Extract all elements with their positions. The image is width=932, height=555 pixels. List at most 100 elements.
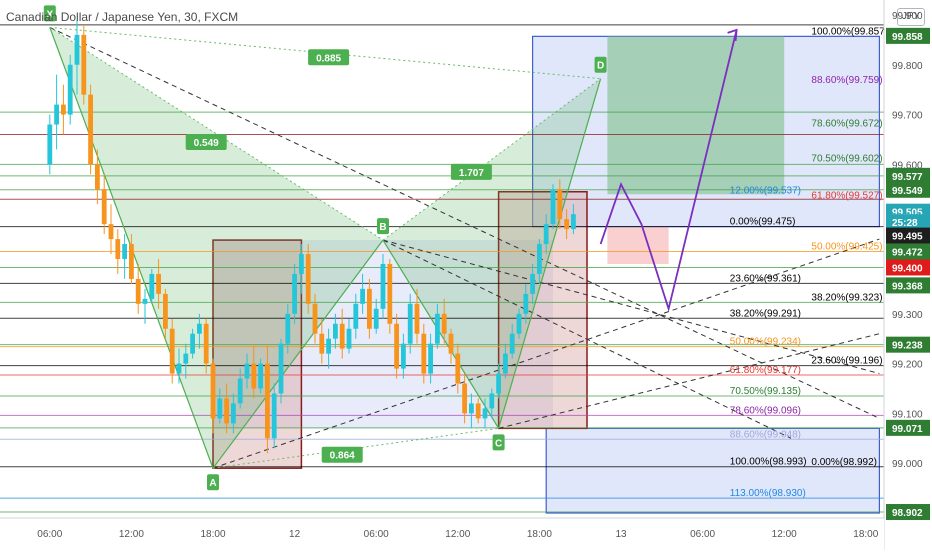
candle-body [279,344,284,394]
x-tick-label: 12:00 [445,529,470,540]
fib-label-left: 113.00%(98.930) [730,488,806,499]
candle-body [217,398,222,418]
candle-body [428,344,433,374]
fib-label-right: 100.00%(99.857) [811,26,888,37]
candle-body [455,354,460,384]
fib-label-mini: 12.00%(99.537) [730,186,801,197]
fib-label-left: 61.80%(99.177) [730,365,801,376]
fib-label-right: 61.80%(99.527) [811,191,882,202]
fib-label-left: 70.50%(99.135) [730,386,801,397]
y-tick-label: 99.100 [892,409,923,420]
candle-body [401,344,406,369]
fib-label-right: 0.00%(98.992) [811,457,877,468]
pattern-point-a: A [209,478,216,489]
price-tag-label: 25:28 [892,218,918,229]
pattern-point-c: C [495,438,502,449]
fib-label-mini: 0.00%(99.475) [730,217,796,228]
fib-label-left: 78.60%(99.096) [730,405,801,416]
candle-body [469,403,474,413]
candle-body [537,244,542,274]
candle-body [449,334,454,354]
x-tick-label: 18:00 [853,529,878,540]
x-tick-label: 06:00 [364,529,389,540]
candle-body [476,403,481,418]
candle-body [347,329,352,349]
candle-body [136,279,141,304]
candle-body [381,264,386,309]
candle-body [394,324,399,369]
y-tick-label: 99.800 [892,61,923,72]
price-tag-label: 99.472 [892,248,923,259]
candle-body [489,393,494,408]
y-tick-label: 99.300 [892,310,923,321]
price-tag-label: 99.071 [892,424,923,435]
y-tick-label: 99.200 [892,360,923,371]
profit-zone-box [607,36,784,194]
candle-body [245,364,250,379]
candle-body [557,189,562,219]
candle-body [517,314,522,334]
price-tag-label: 99.577 [892,172,923,183]
candle-body [353,304,358,329]
candle-body [496,374,501,394]
fib-label-right: 23.60%(99.196) [811,356,882,367]
currency-badge[interactable]: JPY [897,8,925,26]
candle-body [333,324,338,339]
candle-body [95,164,100,189]
candle-body [163,294,168,329]
candle-body [251,364,256,389]
candle-body [183,354,188,364]
candle-body [571,214,576,229]
x-tick-label: 12:00 [119,529,144,540]
fib-label-left: 50.00%(99.234) [730,337,801,348]
pattern-point-d: D [597,61,604,72]
candle-body [421,334,426,374]
candle-body [231,403,236,423]
price-tag-label: 99.858 [892,32,923,43]
symbol-title: Canadian Dollar / Japanese Yen, 30, FXCM [6,10,238,24]
candle-body [122,244,127,259]
candle-body [435,314,440,344]
fib-label-right: 70.50%(99.602) [811,153,882,164]
candle-body [61,105,66,115]
price-tag-label: 99.549 [892,186,923,197]
candle-body [319,334,324,354]
candle-body [415,304,420,334]
ratio-label: 0.549 [194,138,219,149]
candle-body [204,324,209,364]
candle-body [211,364,216,419]
x-tick-label: 06:00 [690,529,715,540]
fib-label-right: 50.00%(99.425) [811,242,882,253]
candle-body [143,299,148,304]
candle-body [88,95,93,165]
candle-body [47,125,52,165]
lower-zone-box [546,428,879,513]
fib-label-right: 38.20%(99.323) [811,292,882,303]
fib-label-left: 23.60%(99.361) [730,273,801,284]
candle-body [551,189,556,224]
candle-body [564,219,569,229]
candle-body [292,274,297,314]
fib-label-left: 100.00%(98.993) [730,457,807,468]
candle-body [544,224,549,244]
candle-body [360,289,365,304]
ratio-label: 0.885 [316,53,341,64]
candle-body [340,324,345,349]
x-tick-label: 18:00 [527,529,552,540]
y-tick-label: 99.700 [892,111,923,122]
candle-body [408,304,413,344]
candle-body [367,289,372,329]
candle-body [68,65,73,115]
candle-body [129,244,134,279]
fib-label-left: 38.20%(99.291) [730,308,801,319]
x-tick-label: 18:00 [200,529,225,540]
candle-body [503,354,508,374]
candle-body [265,364,270,439]
x-tick-label: 13 [615,529,627,540]
candle-body [238,379,243,404]
x-tick-label: 12:00 [772,529,797,540]
candle-body [313,304,318,334]
candle-body [510,334,515,354]
